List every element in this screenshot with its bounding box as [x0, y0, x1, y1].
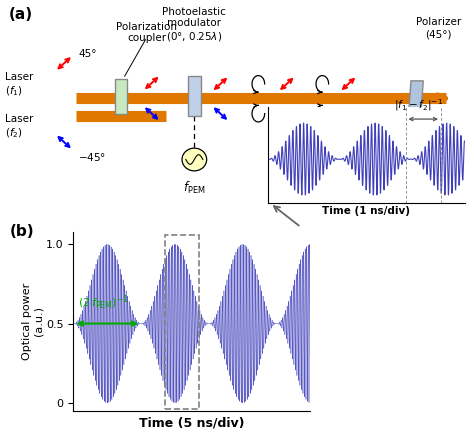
Text: Photoelastic
modulator
(0°, 0.25$\lambda$): Photoelastic modulator (0°, 0.25$\lambda… [163, 7, 226, 43]
Bar [115, 79, 127, 114]
Text: (b): (b) [9, 225, 34, 239]
Y-axis label: Optical power
(a.u.): Optical power (a.u.) [22, 283, 43, 360]
Text: Polarizer
(45°): Polarizer (45°) [416, 17, 461, 39]
Text: $-$45°: $-$45° [78, 151, 106, 163]
Text: Laser
$(f_1)$: Laser $(f_1)$ [5, 73, 33, 98]
Bar [165, 235, 199, 409]
X-axis label: Time (5 ns/div): Time (5 ns/div) [139, 416, 245, 429]
Text: $|f_1 - f_2|^{-1}$: $|f_1 - f_2|^{-1}$ [394, 97, 443, 113]
Text: 45°: 45° [78, 49, 97, 59]
Polygon shape [409, 81, 423, 114]
Bar [188, 76, 201, 116]
X-axis label: Time (1 ns/div): Time (1 ns/div) [322, 206, 410, 216]
Text: $(2\, f_{\mathrm{PEM}})^{-1}$: $(2\, f_{\mathrm{PEM}})^{-1}$ [79, 294, 129, 312]
Text: $f_{\mathrm{PEM}}$: $f_{\mathrm{PEM}}$ [183, 180, 206, 196]
Circle shape [182, 148, 207, 171]
Text: (a): (a) [9, 7, 33, 21]
Text: Polarization
coupler: Polarization coupler [117, 22, 177, 43]
Text: Laser
$(f_2)$: Laser $(f_2)$ [5, 114, 33, 139]
